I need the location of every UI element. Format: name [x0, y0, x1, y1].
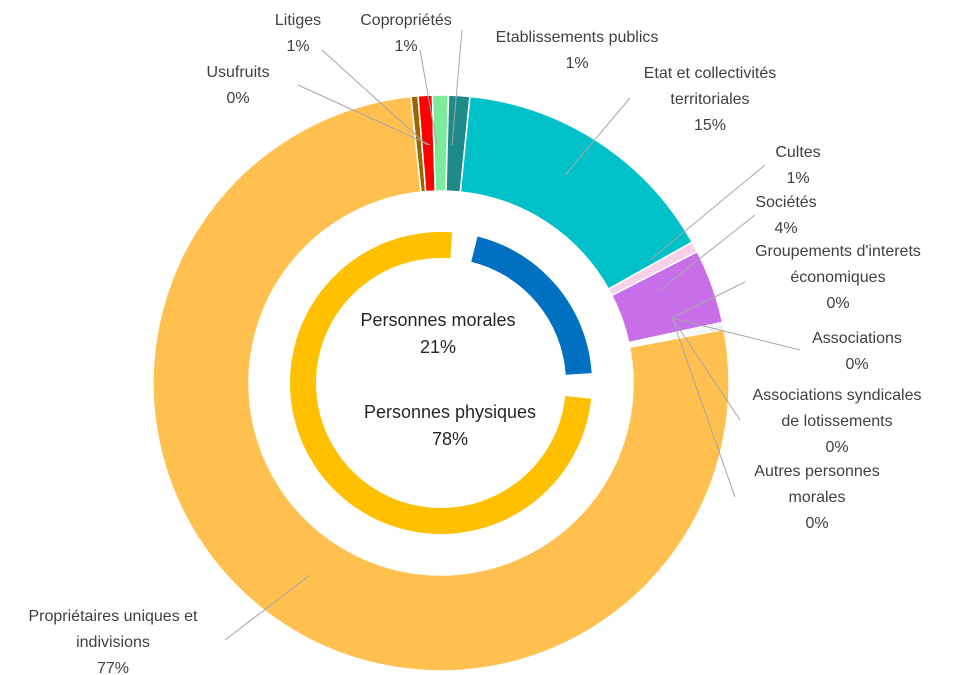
segment-value: 0%	[826, 295, 850, 312]
leader-line	[321, 49, 428, 146]
segment-value: 1%	[394, 38, 418, 55]
segment-value: 77%	[96, 660, 130, 675]
segment-value: 0%	[226, 90, 250, 107]
inner-label: Personnes morales	[360, 310, 516, 330]
segment-label: Copropriétés	[360, 12, 452, 29]
segment-value: 0%	[825, 439, 849, 456]
segment-label: Groupements d'interets économiques	[755, 243, 921, 286]
segment-value: 15%	[693, 117, 727, 134]
leader-line	[419, 49, 438, 146]
leader-line	[671, 317, 736, 498]
inner-label: Personnes physiques	[363, 402, 537, 422]
segment-label: Etablissements publics	[495, 29, 659, 46]
donut-segment	[471, 236, 592, 375]
segment-label: Associations	[812, 330, 902, 347]
segment-value: 4%	[774, 220, 798, 237]
segment-label: Sociétés	[755, 194, 817, 211]
segment-label: Autres personnes morales	[754, 463, 880, 506]
inner-value: 78%	[431, 429, 469, 449]
leader-line	[649, 164, 766, 261]
leader-line	[224, 574, 311, 641]
inner-value: 21%	[419, 337, 457, 357]
segment-label: Etat et collectivités territoriales	[643, 65, 777, 108]
segment-value: 1%	[786, 170, 810, 187]
segment-label: Usufruits	[206, 64, 270, 81]
leader-line	[659, 214, 756, 291]
leader-line	[297, 84, 431, 146]
segment-value: 0%	[845, 356, 869, 373]
segment-label: Cultes	[775, 144, 821, 161]
leader-line	[671, 317, 741, 421]
leader-line	[671, 281, 746, 319]
segment-label: Propriétaires uniques et indivisions	[28, 608, 198, 651]
leader-line	[451, 29, 463, 146]
donut-segment	[152, 95, 730, 672]
segment-label: Associations syndicales de lotissements	[752, 387, 922, 430]
leader-line	[671, 317, 801, 351]
leader-line	[564, 97, 631, 176]
segment-value: 0%	[805, 515, 829, 532]
segment-value: 1%	[286, 38, 310, 55]
segment-value: 1%	[565, 55, 589, 72]
segment-label: Litiges	[274, 12, 322, 29]
